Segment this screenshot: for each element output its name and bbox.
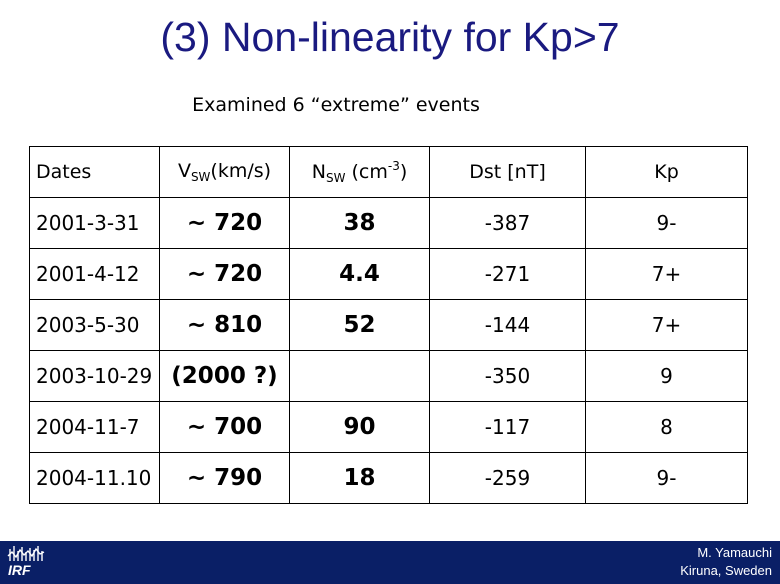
cell-dst: -144: [429, 299, 586, 351]
cell-date: 2003-10-29: [29, 350, 160, 402]
cell-kp: 9-: [585, 197, 748, 249]
table-row: 2004-11.10 ~ 790 18 -259 9-: [29, 452, 748, 504]
cell-vsw: ~ 720: [159, 197, 290, 249]
cell-kp: 7+: [585, 248, 748, 300]
cell-vsw: ~ 700: [159, 401, 290, 453]
slide-title: (3) Non-linearity for Kp>7: [160, 14, 620, 60]
table-row: 2001-4-12 ~ 720 4.4 -271 7+: [29, 248, 748, 300]
cell-kp: 9: [585, 350, 748, 402]
slide-subtitle: Examined 6 “extreme” events: [192, 94, 480, 116]
cell-dst: -259: [429, 452, 586, 504]
table-row: 2003-10-29 (2000 ?) -350 9: [29, 350, 748, 402]
irf-logo-icon: [7, 546, 45, 561]
cell-dst: -271: [429, 248, 586, 300]
cell-nsw: 18: [289, 452, 430, 504]
cell-dst: -387: [429, 197, 586, 249]
cell-nsw: [289, 350, 430, 402]
cell-nsw: 38: [289, 197, 430, 249]
cell-dst: -350: [429, 350, 586, 402]
cell-nsw: 4.4: [289, 248, 430, 300]
cell-kp: 9-: [585, 452, 748, 504]
header-dst: Dst [nT]: [429, 146, 586, 198]
cell-vsw: ~ 810: [159, 299, 290, 351]
cell-date: 2001-3-31: [29, 197, 160, 249]
cell-date: 2004-11-7: [29, 401, 160, 453]
irf-logo-text: IRF: [8, 562, 31, 578]
table-row: 2001-3-31 ~ 720 38 -387 9-: [29, 197, 748, 249]
cell-vsw: ~ 720: [159, 248, 290, 300]
cell-date: 2003-5-30: [29, 299, 160, 351]
header-vsw: VSW(km/s): [159, 146, 290, 198]
footer-credit: M. Yamauchi Kiruna, Sweden: [680, 544, 772, 580]
header-kp: Kp: [585, 146, 748, 198]
cell-kp: 8: [585, 401, 748, 453]
header-dates: Dates: [29, 146, 160, 198]
footer-author: M. Yamauchi: [697, 545, 772, 560]
cell-vsw: (2000 ?): [159, 350, 290, 402]
table-header-row: Dates VSW(km/s) NSW (cm-3) Dst [nT] Kp: [29, 146, 748, 198]
cell-nsw: 52: [289, 299, 430, 351]
cell-vsw: ~ 790: [159, 452, 290, 504]
table-row: 2003-5-30 ~ 810 52 -144 7+: [29, 299, 748, 351]
cell-nsw: 90: [289, 401, 430, 453]
footer-location: Kiruna, Sweden: [680, 563, 772, 578]
header-nsw: NSW (cm-3): [289, 146, 430, 198]
table-row: 2004-11-7 ~ 700 90 -117 8: [29, 401, 748, 453]
footer-bar: IRF M. Yamauchi Kiruna, Sweden: [0, 541, 780, 584]
cell-date: 2004-11.10: [29, 452, 160, 504]
events-table: Dates VSW(km/s) NSW (cm-3) Dst [nT] Kp 2…: [29, 146, 748, 504]
cell-kp: 7+: [585, 299, 748, 351]
cell-dst: -117: [429, 401, 586, 453]
cell-date: 2001-4-12: [29, 248, 160, 300]
